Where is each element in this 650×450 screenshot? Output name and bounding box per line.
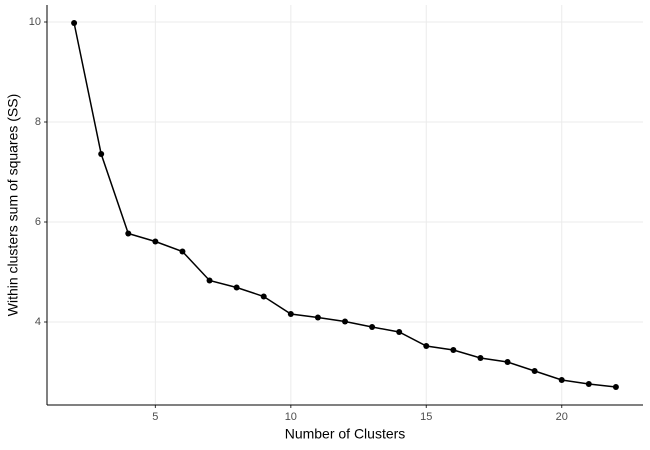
point bbox=[125, 230, 132, 237]
point bbox=[369, 324, 376, 330]
point bbox=[98, 151, 105, 157]
y-tick-label: 6 bbox=[35, 216, 41, 228]
point bbox=[450, 347, 457, 353]
x-tick-label: 10 bbox=[285, 411, 297, 423]
point bbox=[612, 384, 619, 390]
x-axis-title: Number of Clusters bbox=[285, 426, 406, 442]
point bbox=[287, 311, 294, 317]
point bbox=[477, 355, 484, 361]
point bbox=[314, 314, 321, 321]
point bbox=[260, 293, 267, 300]
y-tick-label: 10 bbox=[29, 16, 41, 28]
point bbox=[504, 359, 511, 365]
point bbox=[531, 368, 538, 374]
point bbox=[152, 238, 159, 245]
point bbox=[233, 284, 240, 291]
x-tick-label: 5 bbox=[152, 411, 158, 423]
point bbox=[423, 343, 430, 349]
point bbox=[342, 318, 348, 325]
y-tick-label: 8 bbox=[35, 116, 41, 128]
point bbox=[396, 329, 403, 335]
y-tick-label: 4 bbox=[35, 316, 41, 328]
y-axis-title: Within clusters sum of squares (SS) bbox=[5, 94, 21, 317]
point bbox=[585, 381, 592, 387]
x-tick-label: 20 bbox=[556, 411, 568, 423]
point bbox=[179, 248, 186, 255]
point bbox=[558, 377, 565, 383]
point bbox=[206, 277, 213, 284]
point bbox=[71, 20, 78, 26]
x-tick-label: 15 bbox=[420, 411, 432, 423]
